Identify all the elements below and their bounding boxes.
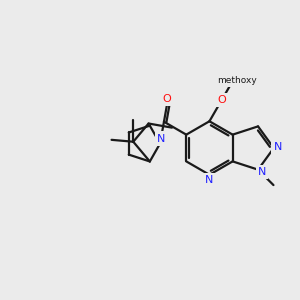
Text: N: N	[258, 167, 266, 177]
Text: N: N	[274, 142, 282, 152]
Text: N: N	[205, 175, 214, 185]
Text: O: O	[162, 94, 171, 104]
Text: N: N	[157, 134, 165, 144]
Text: methoxy: methoxy	[217, 76, 257, 85]
Text: O: O	[217, 95, 226, 105]
